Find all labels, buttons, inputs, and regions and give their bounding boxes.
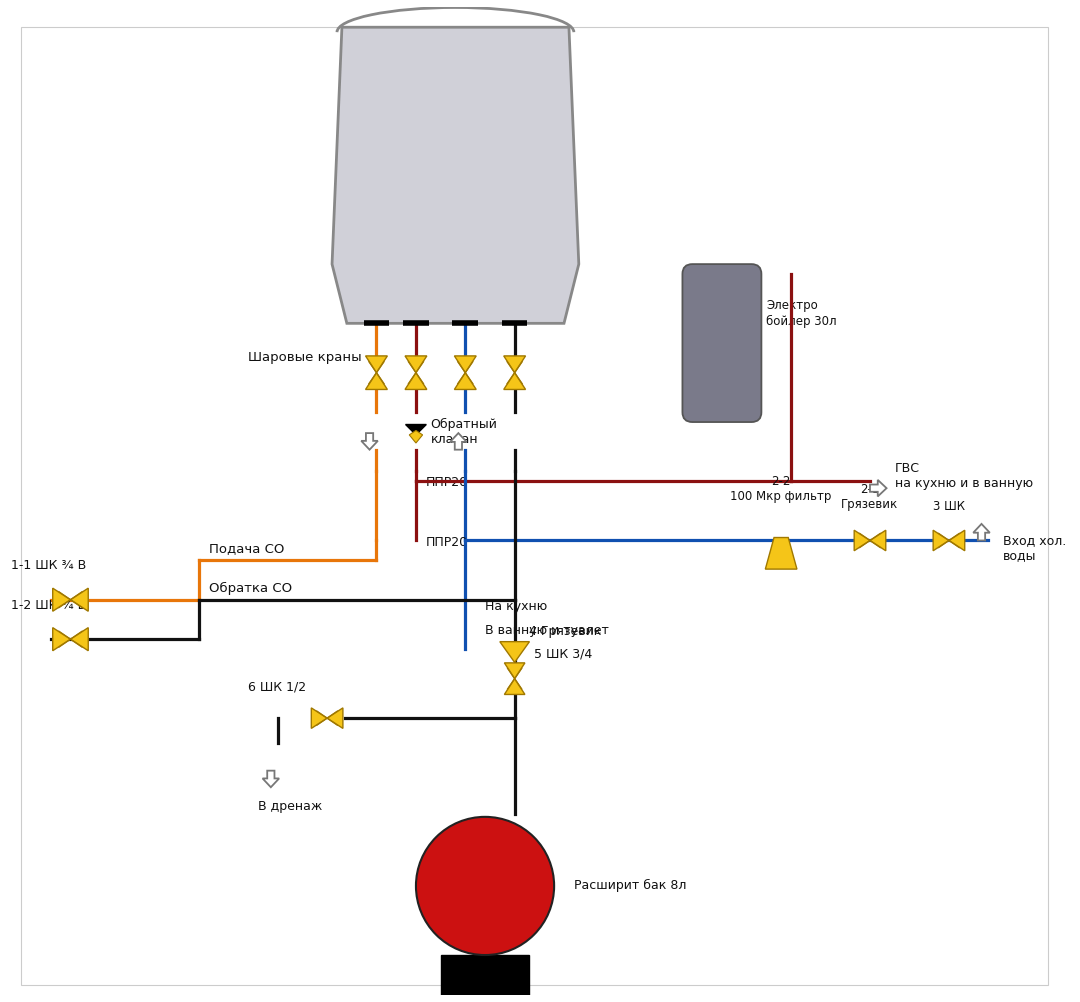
Text: Обратный
клапан: Обратный клапан [431,418,498,446]
Text: 5 ШК 3/4: 5 ШК 3/4 [535,647,593,660]
Polygon shape [262,771,279,788]
Polygon shape [405,373,427,390]
Polygon shape [504,663,525,678]
Text: Шаровые краны: Шаровые краны [248,352,362,365]
Bar [441,955,529,1002]
Text: 1-2 ШК ¾ В: 1-2 ШК ¾ В [11,598,86,611]
Polygon shape [455,356,476,373]
Text: Вход хол.
воды: Вход хол. воды [1003,534,1066,562]
Text: 2-2
100 Мкр фильтр: 2-2 100 Мкр фильтр [730,475,832,503]
Polygon shape [870,530,886,551]
Text: 2-1
Грязевик: 2-1 Грязевик [841,483,899,511]
Polygon shape [500,641,529,662]
Polygon shape [504,678,525,694]
FancyBboxPatch shape [683,265,761,422]
Circle shape [416,817,554,955]
Text: В дренаж: В дренаж [258,801,322,814]
Text: ППР20: ППР20 [426,535,468,548]
Polygon shape [933,530,949,551]
Polygon shape [450,433,467,450]
Polygon shape [503,373,526,390]
Polygon shape [311,707,327,728]
Polygon shape [503,356,526,373]
Polygon shape [53,588,70,611]
Text: 1-1 ШК ¾ В: 1-1 ШК ¾ В [11,559,86,572]
Polygon shape [854,530,870,551]
Text: На кухню: На кухню [485,599,548,612]
Text: 4 Грязевик: 4 Грязевик [529,625,602,638]
Polygon shape [405,356,427,373]
Text: 6 ШК 1/2: 6 ШК 1/2 [248,680,307,693]
Polygon shape [332,27,579,324]
Polygon shape [766,537,797,569]
Polygon shape [365,373,388,390]
Polygon shape [973,524,989,540]
Text: В ванную и туалет: В ванную и туалет [485,624,609,637]
Polygon shape [406,425,427,435]
Text: Обратка СО: Обратка СО [208,582,292,595]
Polygon shape [455,373,476,390]
Text: Подача СО: Подача СО [208,542,284,555]
Polygon shape [327,707,343,728]
Polygon shape [70,627,89,650]
Text: ГВС
на кухню и в ванную: ГВС на кухню и в ванную [894,462,1032,490]
Polygon shape [53,627,70,650]
Polygon shape [70,588,89,611]
Text: Электро
бойлер 30л: Электро бойлер 30л [767,300,837,328]
Text: ППР20: ППР20 [426,476,468,489]
Polygon shape [409,431,422,443]
Polygon shape [365,356,388,373]
Text: 3 ШК: 3 ШК [933,500,964,513]
Polygon shape [949,530,964,551]
Polygon shape [870,480,887,496]
Text: Расширит бак 8л: Расширит бак 8л [573,880,686,893]
Polygon shape [361,433,378,450]
